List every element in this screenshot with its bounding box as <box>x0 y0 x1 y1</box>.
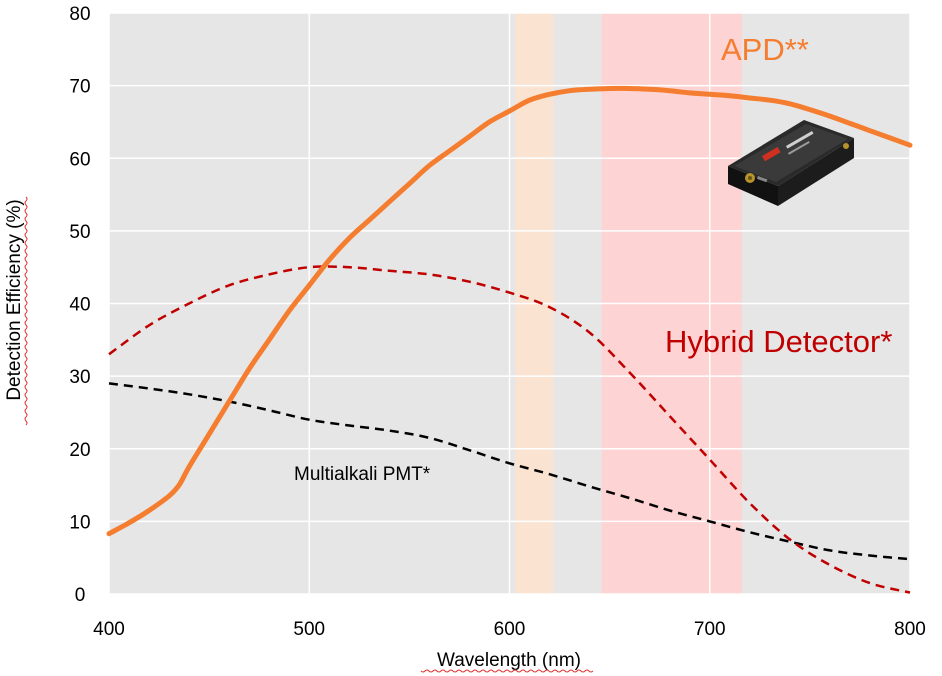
apd-series-label: APD** <box>721 32 809 67</box>
y-tick-50: 50 <box>69 222 90 243</box>
x-tick-600: 600 <box>494 619 526 640</box>
x-tick-700: 700 <box>694 619 726 640</box>
x-tick-800: 800 <box>894 619 926 640</box>
y-tick-20: 20 <box>69 440 90 461</box>
x-tick-500: 500 <box>293 619 325 640</box>
y-tick-0: 0 <box>75 585 86 606</box>
apd-module-image <box>728 120 854 206</box>
y-tick-30: 30 <box>69 367 90 388</box>
x-tick-labels: 400 500 600 700 800 <box>93 619 926 640</box>
y-tick-80: 80 <box>69 4 90 25</box>
gridlines <box>108 12 911 595</box>
series-line-multialkali-pmt <box>108 382 911 561</box>
y-axis-title-spellcheck <box>24 196 28 426</box>
y-tick-10: 10 <box>69 512 90 533</box>
y-axis-title: Detection Efficiency (%) <box>4 199 25 400</box>
x-axis-title: Wavelength (nm) <box>437 650 581 671</box>
series-lines <box>106 85 913 594</box>
y-tick-labels: 0 10 20 30 40 50 60 70 80 <box>69 4 90 606</box>
series-line-hybrid-detector <box>108 265 911 594</box>
series-line-apd <box>106 85 913 537</box>
y-tick-40: 40 <box>69 295 90 316</box>
y-tick-60: 60 <box>69 149 90 170</box>
hybrid-series-label: Hybrid Detector* <box>665 324 892 359</box>
pmt-series-label: Multialkali PMT* <box>294 464 431 485</box>
x-tick-400: 400 <box>93 619 125 640</box>
x-axis-title-spellcheck <box>420 669 594 673</box>
y-tick-70: 70 <box>69 77 90 98</box>
